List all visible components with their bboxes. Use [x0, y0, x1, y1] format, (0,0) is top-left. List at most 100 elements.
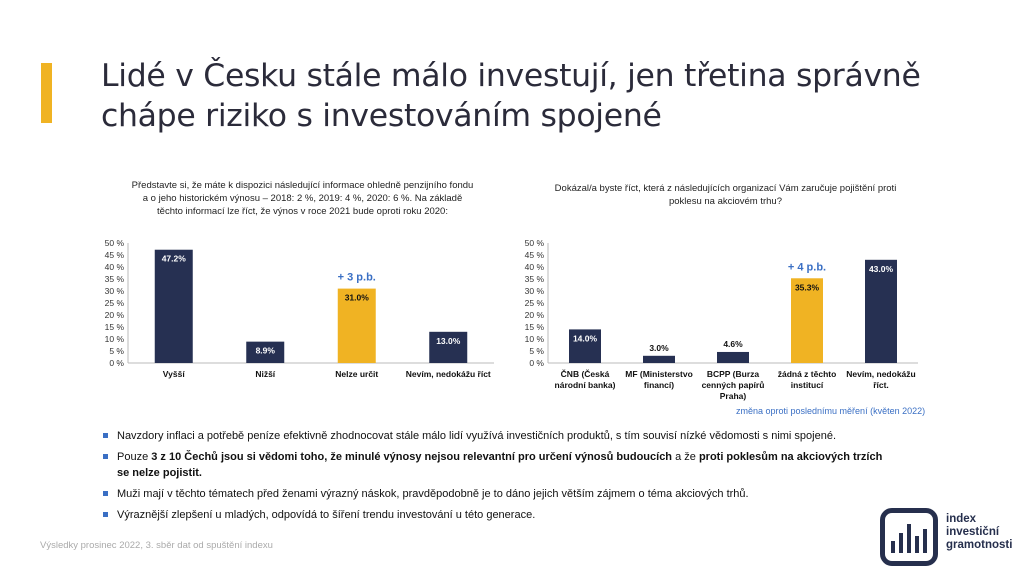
logo-bar [899, 533, 903, 553]
y-tick-label: 40 % [105, 262, 125, 272]
data-label: 35.3% [795, 282, 820, 292]
category-label: Nelze určit [335, 369, 378, 379]
bullet-bold-text: 3 z 10 Čechů jsou si vědomi toho, že min… [151, 451, 673, 463]
y-tick-label: 35 % [525, 274, 545, 284]
logo-bar [923, 529, 927, 553]
logo-bar [907, 524, 911, 553]
logo-line-2: investiční [946, 526, 1000, 538]
change-note: změna oproti poslednímu měření (květen 2… [736, 406, 926, 416]
logo-line-3: gramotnosti [946, 539, 1013, 551]
category-label-line: říct. [873, 380, 889, 390]
y-tick-label: 5 % [109, 346, 124, 356]
logo-bar [915, 536, 919, 553]
logo-line-1: index [946, 513, 977, 525]
y-tick-label: 25 % [105, 298, 125, 308]
bullet-text: Pouze [117, 451, 152, 463]
y-tick-label: 30 % [525, 286, 545, 296]
category-label-line: Vyšší [163, 369, 186, 379]
bullet-item: Pouze 3 z 10 Čechů jsou si vědomi toho, … [103, 449, 893, 481]
bar [643, 355, 675, 363]
bar [791, 278, 823, 363]
bullet-text: a že [672, 451, 699, 463]
category-label-line: Praha) [720, 391, 747, 401]
category-label-line: MF (Ministerstvo [625, 369, 693, 379]
y-tick-label: 50 % [105, 238, 125, 248]
y-tick-label: 5 % [529, 346, 544, 356]
category-label-line: národní banka) [555, 380, 616, 390]
y-tick-label: 0 % [529, 358, 544, 368]
y-tick-label: 20 % [525, 310, 545, 320]
page-title: Lidé v Česku stále málo investují, jen t… [101, 58, 921, 134]
bullet-item: Muži mají v těchto tématech před ženami … [103, 486, 893, 502]
category-label-line: cenných papírů [702, 380, 765, 390]
category-label-line: Nevím, nedokážu [846, 369, 915, 379]
category-label-line: žádná z těchto [778, 369, 837, 379]
category-label-line: Nižší [255, 369, 275, 379]
logo-mark-icon [880, 508, 938, 566]
y-tick-label: 10 % [105, 334, 125, 344]
category-label: MF (Ministerstvo financí) [625, 369, 693, 390]
y-tick-label: 35 % [105, 274, 125, 284]
bar [569, 329, 601, 363]
y-tick-label: 40 % [525, 262, 545, 272]
bar [865, 259, 897, 363]
category-label-line: BCPP (Burza [707, 369, 760, 379]
chart2-question: Dokázal/a byste říct, která z následujíc… [554, 183, 897, 207]
bullet-square-icon [103, 512, 108, 517]
bar [154, 249, 193, 363]
logo: index investiční gramotnosti [880, 506, 1020, 568]
y-tick-label: 10 % [525, 334, 545, 344]
category-label-line: institucí [791, 380, 824, 390]
category-label: Nevím, nedokážu říct. [846, 369, 915, 390]
y-tick-label: 15 % [525, 322, 545, 332]
category-label: Nevím, nedokážu říct [406, 369, 491, 379]
title-accent-bar [41, 63, 52, 123]
y-tick-label: 50 % [525, 238, 545, 248]
y-tick-label: 45 % [105, 250, 125, 260]
y-tick-label: 30 % [105, 286, 125, 296]
bullet-item: Navzdory inflaci a potřebě peníze efekti… [103, 428, 893, 444]
bar [337, 288, 376, 363]
data-label: 3.0% [649, 343, 669, 353]
change-label: + 4 p.b. [788, 261, 826, 273]
category-label: BCPP (Burza cenných papírů Praha) [702, 369, 765, 401]
bullet-text: Výraznější zlepšení u mladých, odpovídá … [117, 509, 536, 521]
category-label-line: Nevím, nedokážu říct [406, 369, 491, 379]
y-tick-label: 45 % [525, 250, 545, 260]
data-label: 47.2% [162, 254, 187, 264]
y-tick-label: 15 % [105, 322, 125, 332]
bullet-bold-text: proti poklesům na akciových trzích se ne… [117, 451, 883, 479]
bar [246, 341, 285, 363]
category-label: žádná z těchto institucí [778, 369, 837, 390]
bar [429, 331, 468, 363]
category-label-line: ČNB (Česká [561, 368, 610, 379]
data-label: 13.0% [436, 336, 461, 346]
data-label: 4.6% [723, 339, 743, 349]
y-tick-label: 0 % [109, 358, 124, 368]
chart1-question: Představte si, že máte k dispozici násle… [131, 180, 474, 217]
logo-bar [891, 541, 895, 553]
bullet-square-icon [103, 454, 108, 459]
data-label: 14.0% [573, 333, 598, 343]
category-label: ČNB (Česká národní banka) [555, 368, 616, 390]
bullet-list: Navzdory inflaci a potřebě peníze efekti… [103, 428, 893, 528]
data-label: 43.0% [869, 264, 894, 274]
category-label: Vyšší [163, 369, 186, 379]
change-label: + 3 p.b. [338, 272, 376, 284]
data-label: 8.9% [256, 346, 276, 356]
footer-text: Výsledky prosinec 2022, 3. sběr dat od s… [40, 540, 273, 551]
logo-text: index investiční gramotnosti [946, 513, 1012, 552]
data-label: 31.0% [345, 293, 370, 303]
category-label-line: financí) [644, 380, 674, 390]
category-label: Nižší [255, 369, 275, 379]
bullet-item: Výraznější zlepšení u mladých, odpovídá … [103, 507, 893, 523]
y-tick-label: 25 % [525, 298, 545, 308]
bullet-square-icon [103, 433, 108, 438]
bullet-square-icon [103, 491, 108, 496]
category-label-line: Nelze určit [335, 369, 378, 379]
bullet-text: Muži mají v těchto tématech před ženami … [117, 488, 749, 500]
bar [717, 351, 749, 363]
bullet-text: Navzdory inflaci a potřebě peníze efekti… [117, 430, 837, 442]
